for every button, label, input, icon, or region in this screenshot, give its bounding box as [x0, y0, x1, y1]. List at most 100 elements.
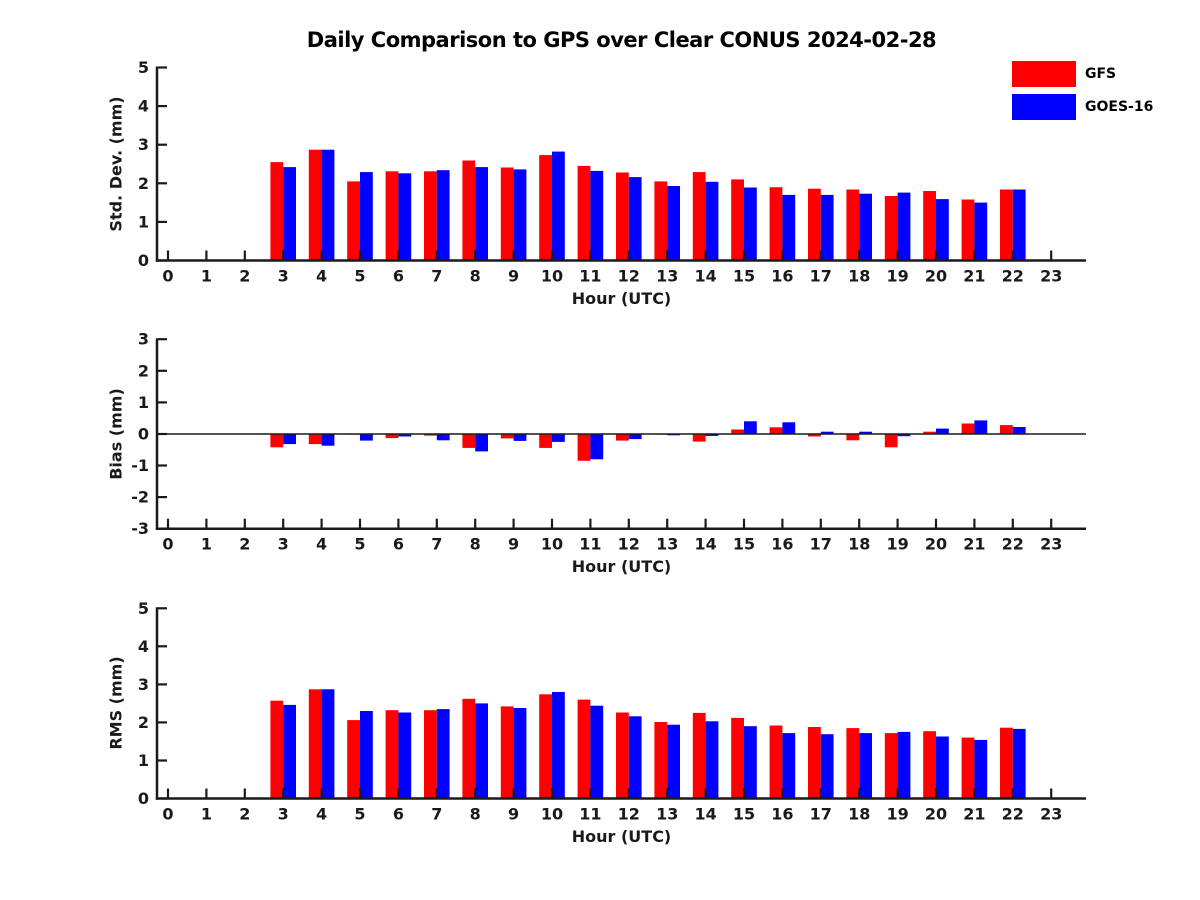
- y-tick-label: 1: [138, 751, 149, 770]
- bar-GOES-16-hour-20: [936, 736, 949, 799]
- bar-GOES-16-hour-19: [897, 731, 911, 799]
- bar-GOES-16-hour-16: [782, 422, 796, 434]
- x-tick-label: 18: [848, 535, 870, 554]
- bar-GOES-16-hour-4: [321, 434, 335, 446]
- legend-swatch-gfs: [1012, 61, 1076, 87]
- y-tick-label: 3: [138, 330, 149, 349]
- bar-GOES-16-hour-9: [513, 434, 527, 441]
- bar-GFS-hour-22: [1000, 727, 1013, 799]
- bar-GFS-hour-9: [500, 167, 514, 261]
- x-tick-label: 15: [733, 805, 755, 824]
- x-tick-label: 2: [239, 805, 250, 824]
- bar-GOES-16-hour-22: [1012, 189, 1026, 261]
- bar-GFS-hour-16: [769, 725, 783, 799]
- bar-GFS-hour-6: [385, 434, 399, 439]
- x-tick-label: 4: [316, 267, 327, 286]
- bar-GOES-16-hour-12: [628, 177, 642, 261]
- bar-GFS-hour-8: [462, 698, 476, 799]
- bar-GOES-16-hour-15: [744, 187, 757, 261]
- bar-GFS-hour-5: [347, 181, 360, 261]
- bars-GFS: [270, 149, 1013, 261]
- bar-GFS-hour-11: [577, 699, 591, 799]
- x-tick-label: 7: [431, 535, 442, 554]
- y-tick-label: 0: [138, 789, 149, 808]
- bar-GFS-hour-20: [923, 191, 936, 261]
- x-tick-label: 8: [470, 805, 481, 824]
- bar-GFS-hour-18: [846, 189, 860, 261]
- x-tick-label: 21: [963, 805, 985, 824]
- x-tick-label: 3: [278, 535, 289, 554]
- x-tick-label: 22: [1002, 267, 1024, 286]
- y-tick-label: 2: [138, 174, 149, 193]
- bar-GFS-hour-9: [500, 434, 514, 439]
- bar-GOES-16-hour-19: [897, 434, 911, 437]
- x-tick-label: 18: [848, 267, 870, 286]
- bar-GOES-16-hour-14: [705, 721, 719, 799]
- x-tick-label: 5: [354, 267, 365, 286]
- bar-GFS-hour-15: [731, 429, 744, 434]
- bar-GOES-16-hour-17: [820, 194, 834, 261]
- bar-GOES-16-hour-22: [1012, 728, 1026, 799]
- bar-GOES-16-hour-13: [667, 724, 680, 799]
- bar-GFS-hour-12: [616, 712, 629, 799]
- x-tick-label: 16: [771, 535, 793, 554]
- x-tick-label: 9: [508, 267, 519, 286]
- bar-GFS-hour-16: [769, 427, 783, 434]
- x-tick-label: 13: [656, 805, 678, 824]
- bar-GFS-hour-14: [692, 712, 706, 799]
- bar-GFS-hour-12: [616, 172, 629, 261]
- x-tick-label: 13: [656, 535, 678, 554]
- bar-GFS-hour-21: [961, 737, 975, 799]
- x-tick-label: 3: [278, 805, 289, 824]
- y-tick-label: -2: [131, 488, 149, 507]
- bar-GOES-16-hour-9: [513, 169, 527, 261]
- x-tick-label: 17: [810, 805, 832, 824]
- bar-GFS-hour-14: [692, 172, 706, 261]
- x-tick-label: 13: [656, 267, 678, 286]
- x-tick-label: 8: [470, 535, 481, 554]
- x-tick-label: 15: [733, 535, 755, 554]
- bar-GFS-hour-7: [424, 434, 437, 436]
- bar-GFS-hour-22: [1000, 189, 1013, 261]
- legend: GFS GOES-16: [1012, 61, 1153, 127]
- x-tick-label: 21: [963, 267, 985, 286]
- x-tick-label: 19: [886, 805, 908, 824]
- bar-GOES-16-hour-3: [283, 167, 296, 261]
- x-tick-label: 14: [694, 535, 716, 554]
- rms-x-axis-label: Hour (UTC): [571, 827, 672, 846]
- y-tick-label: 3: [138, 675, 149, 694]
- bar-GFS-hour-22: [1000, 425, 1013, 434]
- bar-GFS-hour-13: [654, 722, 668, 799]
- bars-GOES-16: [283, 149, 1026, 261]
- bar-GFS-hour-18: [846, 728, 860, 799]
- x-tick-label: 6: [393, 805, 404, 824]
- bar-GFS-hour-4: [308, 434, 322, 445]
- x-tick-label: 17: [810, 535, 832, 554]
- bar-GOES-16-hour-18: [859, 733, 872, 799]
- x-tick-label: 14: [694, 805, 716, 824]
- bar-GFS-hour-14: [692, 434, 706, 442]
- x-tick-label: 2: [239, 535, 250, 554]
- x-tick-label: 4: [316, 805, 327, 824]
- bar-GOES-16-hour-13: [667, 186, 680, 261]
- bar-GFS-hour-3: [270, 700, 284, 799]
- bar-GFS-hour-4: [308, 149, 322, 261]
- x-tick-label: 7: [431, 805, 442, 824]
- x-tick-label: 12: [618, 267, 640, 286]
- x-tick-label: 11: [579, 805, 601, 824]
- bar-GOES-16-hour-20: [936, 428, 949, 434]
- y-tick-label: 2: [138, 713, 149, 732]
- bar-GFS-hour-7: [424, 171, 437, 261]
- x-tick-label: 10: [541, 267, 563, 286]
- bar-GOES-16-hour-10: [552, 434, 565, 442]
- bar-GFS-hour-6: [385, 171, 399, 261]
- bar-GOES-16-hour-20: [936, 199, 949, 261]
- bar-GOES-16-hour-14: [705, 434, 719, 436]
- bar-GFS-hour-12: [616, 434, 629, 441]
- stddev-y-axis-label: Std. Dev. (mm): [106, 96, 126, 232]
- x-tick-label: 15: [733, 267, 755, 286]
- x-tick-label: 14: [694, 267, 716, 286]
